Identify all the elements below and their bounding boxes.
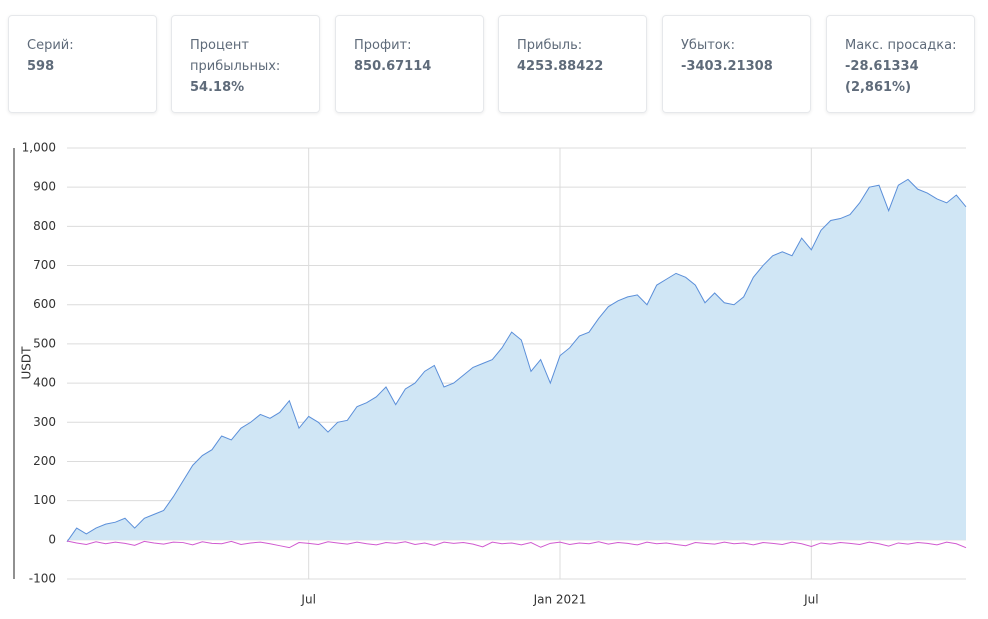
y-tick-label: 500 — [33, 336, 56, 350]
stat-value: 54.18% — [190, 80, 245, 95]
line — [66, 178, 967, 543]
stat-card: Убыток: -3403.21308 — [662, 15, 811, 113]
stat-label: Серий: — [27, 38, 74, 53]
y-tick-label: 400 — [33, 376, 56, 390]
line — [66, 540, 967, 549]
y-tick-label: 200 — [33, 454, 56, 468]
y-tick-label: 900 — [33, 180, 56, 194]
stat-value: -3403.21308 — [681, 59, 773, 74]
y-tick-label: 700 — [33, 258, 56, 272]
x-tick-label: Jul — [803, 593, 818, 607]
stat-label: Процент прибыльных: — [190, 38, 281, 74]
y-tick-label: 300 — [33, 415, 56, 429]
y-tick-label: 0 — [48, 532, 56, 546]
x-tick-label: Jul — [300, 593, 315, 607]
stat-value: -28.61334 (2,861%) — [845, 59, 919, 95]
stat-card: Серий: 598 — [8, 15, 157, 113]
stat-label: Профит: — [354, 38, 412, 53]
stat-value: 598 — [27, 59, 55, 74]
y-axis-label: USDT — [20, 346, 34, 380]
x-tick-label: Jan 2021 — [533, 593, 587, 607]
y-tick-label: -100 — [29, 572, 56, 586]
stat-label: Убыток: — [681, 38, 735, 53]
stat-card: Макс. просадка: -28.61334 (2,861%) — [826, 15, 975, 113]
stat-label: Макс. просадка: — [845, 38, 957, 53]
stat-value: 850.67114 — [354, 59, 432, 74]
stat-card: Процент прибыльных: 54.18% — [171, 15, 320, 113]
y-tick-label: 600 — [33, 297, 56, 311]
y-tick-label: 1,000 — [22, 141, 56, 155]
stat-card: Прибыль: 4253.88422 — [498, 15, 647, 113]
stat-value: 4253.88422 — [517, 59, 604, 74]
y-tick-label: 100 — [33, 493, 56, 507]
stat-card: Профит: 850.67114 — [335, 15, 484, 113]
area — [67, 179, 966, 542]
y-tick-label: 800 — [33, 219, 56, 233]
stat-label: Прибыль: — [517, 38, 583, 53]
